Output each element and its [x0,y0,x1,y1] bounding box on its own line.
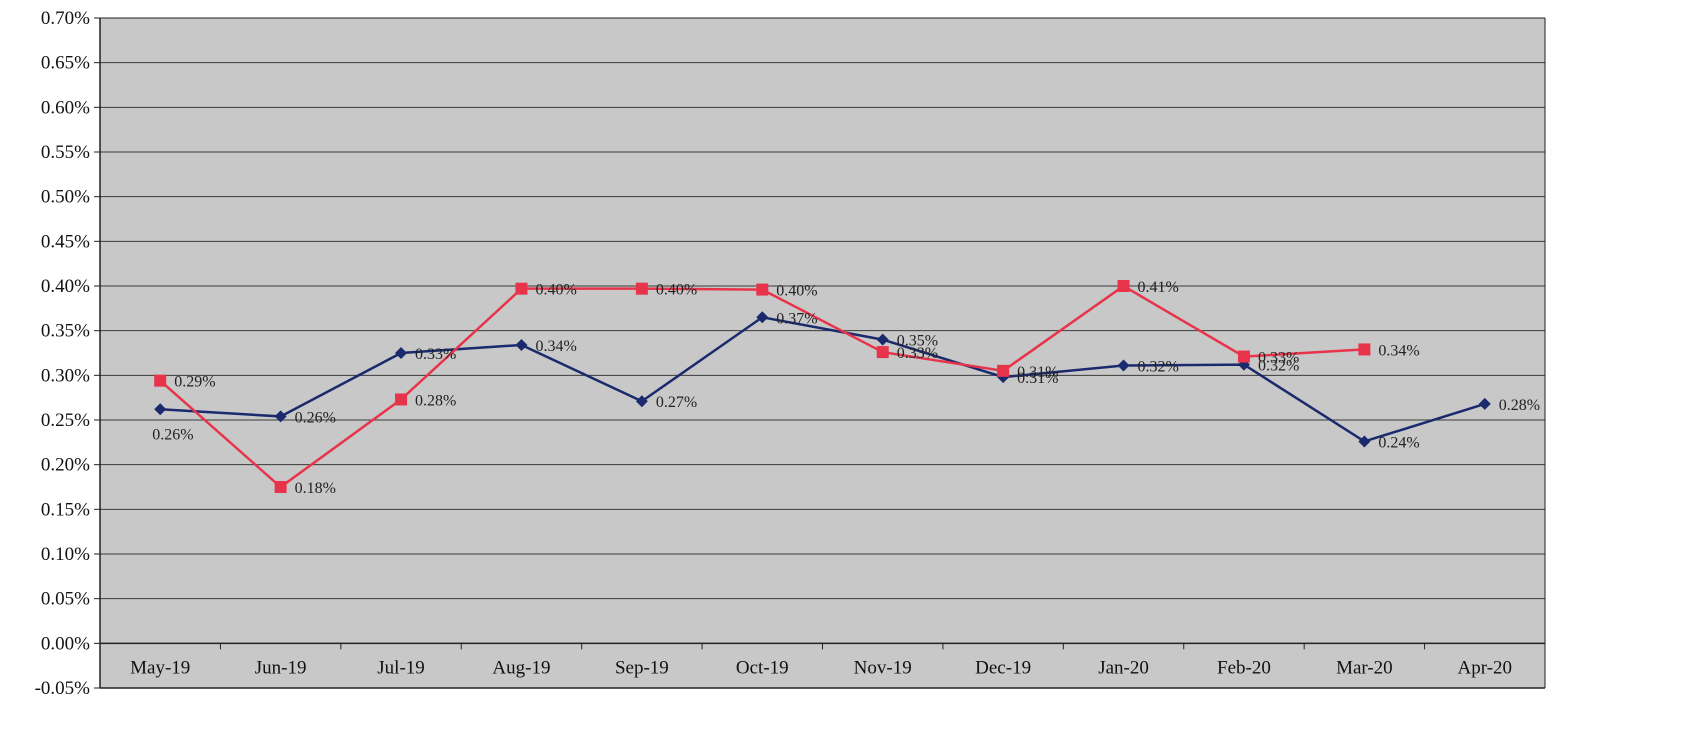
series-1-data-label: 0.37% [776,310,817,327]
y-tick-label: 0.00% [41,633,90,654]
x-tick-label: Feb-20 [1217,657,1271,678]
series-1-point [274,410,287,423]
series-1-point [515,338,528,351]
x-tick-label: Sep-19 [615,657,669,678]
series-2-data-label: 0.33% [897,345,938,362]
y-tick-label: 0.45% [41,231,90,252]
series-1-data-label: 0.28% [1499,397,1540,414]
series-2-point [154,374,167,387]
x-tick-label: Aug-19 [492,657,550,678]
series-1-data-label: 0.32% [1138,359,1179,376]
series-1-point [1478,397,1491,410]
x-tick-label: Nov-19 [854,657,912,678]
series-1-point [635,395,648,408]
series-2-point [876,346,889,359]
series-2-point [756,283,769,296]
series-2-data-label: 0.40% [776,283,817,300]
series-1-point [756,311,769,324]
x-tick-label: Mar-20 [1336,657,1393,678]
series-1-data-label: 0.26% [295,409,336,426]
x-tick-label: Jul-19 [377,657,425,678]
series-2-point [997,364,1010,377]
gridlines [100,17,1545,689]
series-2-data-label: 0.40% [535,282,576,299]
series-1-data-label: 0.24% [1378,434,1419,451]
series-2-data-label: 0.40% [656,282,697,299]
data-labels: 0.26% 0.26% 0.33% 0.34% 0.27% 0.37% 0.35% 0.31%… [152,279,1540,497]
x-tick-label: May-19 [130,657,190,678]
y-tick-label: 0.35% [41,321,90,342]
series-1-point [154,403,167,416]
x-tick-label: Apr-20 [1458,657,1513,678]
series-1-data-label: 0.33% [415,346,456,363]
series-2-point [395,393,408,406]
y-tick-label: 0.10% [41,544,90,565]
series-2-data-label: 0.29% [174,374,215,391]
series-1-data-label: 0.34% [535,338,576,355]
x-tick-label: Jan-20 [1098,657,1149,678]
series-1-data-label: 0.27% [656,394,697,411]
y-tick-label: 0.55% [41,142,90,163]
x-tick-label: Oct-19 [736,657,789,678]
x-tick-label: Jun-19 [255,657,307,678]
x-tick-label: Dec-19 [975,657,1031,678]
series-1-data-label: 0.31% [1017,370,1058,387]
series-2-data-label: 0.41% [1138,279,1179,296]
series-1-data-label: 0.26% [152,426,193,443]
series-2-point [515,282,528,295]
y-tick-label: 0.65% [41,53,90,74]
series-1-line [160,315,1486,443]
y-tick-label: 0.15% [41,499,90,520]
series-1-data-label: 0.32% [1258,358,1299,375]
series-1-point [395,347,408,359]
y-tick-label: 0.30% [41,365,90,386]
series-2-point [1117,280,1130,292]
y-tick-label: 0.40% [41,276,90,297]
y-tick-label: 0.25% [41,410,90,431]
series-2-point [1358,343,1371,356]
series-1-data-label: 0.35% [897,333,938,350]
series-1-point [876,333,889,346]
series-2-point [1237,350,1250,363]
series [154,280,1491,493]
series-1-point [1358,435,1371,448]
series-1-point [1117,359,1130,372]
y-tick-label: 0.05% [41,589,90,610]
series-2-data-label: 0.28% [415,392,456,409]
series-2-data-label: 0.34% [1378,342,1419,359]
y-tick-label: 0.70% [41,8,90,29]
series-2-data-label: 0.33% [1258,350,1299,367]
series-2-point [274,481,287,493]
series-2-data-label: 0.31% [1017,364,1058,381]
x-axis-ticks: May-19 Jun-19 Jul-19 Aug-19 Sep-19 Oct-19 Nov-… [99,643,1546,678]
y-tick-label: 0.50% [41,187,90,208]
plot-background [100,18,1545,688]
y-axis-ticks: -0.05% 0.00% 0.05% 0.10% 0.15% 0.20% 0.25% 0.30… [35,8,100,699]
series-2-point [635,282,648,295]
y-tick-label: 0.20% [41,455,90,476]
y-tick-label: 0.60% [41,97,90,118]
series-2-data-label: 0.18% [295,480,336,497]
y-tick-label: -0.05% [35,678,91,699]
